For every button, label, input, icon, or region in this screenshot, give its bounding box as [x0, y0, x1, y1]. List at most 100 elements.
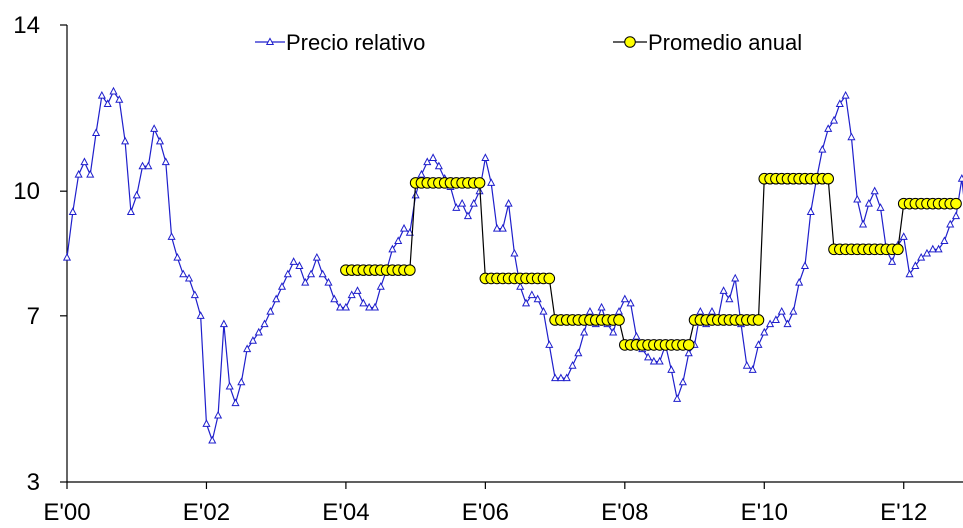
data-point-precio-relativo [469, 198, 478, 207]
data-point-precio-relativo [510, 248, 519, 257]
data-point-precio-relativo [184, 273, 194, 282]
data-point-precio-relativo [545, 340, 554, 348]
data-point-precio-relativo [260, 319, 269, 328]
data-point-promedio-anual [892, 243, 904, 256]
data-point-precio-relativo [580, 327, 589, 336]
data-point-precio-relativo [684, 348, 693, 357]
data-point-precio-relativo [301, 277, 310, 286]
data-point-precio-relativo [527, 290, 536, 299]
data-point-promedio-anual [752, 314, 765, 326]
series-markers-promedio-anual [340, 172, 962, 351]
data-point-precio-relativo [97, 90, 106, 99]
data-point-precio-relativo [858, 219, 868, 228]
data-point-precio-relativo [643, 352, 653, 361]
y-tick-label: 10 [13, 178, 40, 205]
data-point-precio-relativo [864, 198, 873, 207]
data-point-precio-relativo [766, 319, 775, 328]
y-axis: 3 7 10 14 [13, 12, 68, 496]
data-point-precio-relativo [556, 373, 565, 382]
data-point-promedio-anual [613, 314, 625, 326]
data-point-precio-relativo [870, 186, 879, 195]
series-line-promedio-anual [345, 178, 957, 346]
data-point-precio-relativo [771, 315, 780, 323]
data-point-precio-relativo [237, 377, 246, 386]
data-point-precio-relativo [917, 252, 926, 261]
data-point-precio-relativo [551, 373, 560, 382]
x-tick-label: E'06 [462, 499, 509, 526]
data-point-precio-relativo [161, 157, 170, 166]
data-point-precio-relativo [673, 394, 682, 402]
data-point-precio-relativo [289, 257, 298, 265]
data-point-precio-relativo [835, 99, 844, 107]
legend-label-precio-relativo: Precio relativo [286, 30, 425, 55]
data-point-precio-relativo [487, 178, 496, 186]
data-point-precio-relativo [539, 306, 548, 315]
data-point-precio-relativo [888, 257, 897, 265]
data-point-precio-relativo [521, 298, 531, 307]
data-point-precio-relativo [562, 373, 571, 382]
data-point-precio-relativo [103, 99, 112, 107]
data-point-precio-relativo [121, 136, 130, 145]
data-point-precio-relativo [928, 244, 937, 253]
data-point-precio-relativo [214, 410, 223, 419]
data-point-precio-relativo [649, 356, 658, 365]
data-point-precio-relativo [492, 223, 502, 232]
data-point-precio-relativo [678, 377, 687, 386]
data-point-precio-relativo [115, 95, 124, 103]
data-point-precio-relativo [754, 340, 763, 348]
x-tick-label: E'00 [43, 499, 90, 526]
legend-label-promedio-anual: Promedio anual [648, 30, 802, 55]
data-point-precio-relativo [707, 306, 717, 315]
data-point-precio-relativo [841, 90, 850, 99]
data-point-precio-relativo [202, 419, 211, 427]
data-point-precio-relativo [62, 252, 72, 261]
plot-area [62, 86, 963, 444]
data-point-precio-relativo [208, 435, 217, 444]
x-tick-label: E'04 [322, 499, 369, 526]
data-point-precio-relativo [109, 86, 118, 95]
data-point-precio-relativo [86, 169, 95, 178]
data-point-precio-relativo [597, 302, 606, 311]
data-point-precio-relativo [254, 327, 263, 336]
data-point-precio-relativo [725, 294, 734, 303]
data-point-promedio-anual [822, 172, 834, 185]
data-point-precio-relativo [951, 211, 961, 220]
data-point-precio-relativo [324, 277, 333, 286]
data-point-precio-relativo [394, 236, 403, 245]
data-point-precio-relativo [155, 136, 165, 145]
data-point-precio-relativo [568, 361, 577, 369]
legend: Precio relativo Promedio anual [255, 30, 802, 55]
data-point-precio-relativo [824, 124, 833, 132]
data-point-promedio-anual [473, 177, 486, 189]
data-point-precio-relativo [306, 269, 316, 278]
data-point-precio-relativo [777, 306, 786, 315]
data-point-precio-relativo [632, 331, 641, 340]
data-point-precio-relativo [365, 302, 374, 311]
data-point-precio-relativo [946, 219, 955, 228]
y-tick-label: 7 [27, 303, 40, 330]
data-point-precio-relativo [847, 132, 856, 141]
data-point-precio-relativo [225, 381, 234, 390]
data-point-precio-relativo [655, 356, 664, 365]
data-point-precio-relativo [353, 286, 362, 294]
data-point-precio-relativo [620, 294, 629, 303]
data-point-precio-relativo [80, 157, 89, 166]
data-point-precio-relativo [266, 306, 275, 315]
data-point-precio-relativo [742, 361, 751, 369]
legend-swatch-marker [265, 37, 275, 46]
data-point-precio-relativo [196, 311, 205, 319]
data-point-precio-relativo [68, 207, 77, 215]
data-point-precio-relativo [899, 232, 908, 240]
data-point-precio-relativo [934, 244, 943, 253]
data-point-precio-relativo [463, 211, 473, 220]
data-point-precio-relativo [132, 190, 141, 199]
data-point-precio-relativo [411, 190, 420, 199]
data-point-precio-relativo [190, 290, 199, 299]
data-point-precio-relativo [179, 269, 188, 278]
data-point-precio-relativo [696, 306, 705, 315]
data-point-precio-relativo [126, 207, 135, 215]
data-point-precio-relativo [760, 327, 769, 336]
data-point-precio-relativo [423, 157, 432, 166]
data-point-precio-relativo [144, 161, 153, 170]
